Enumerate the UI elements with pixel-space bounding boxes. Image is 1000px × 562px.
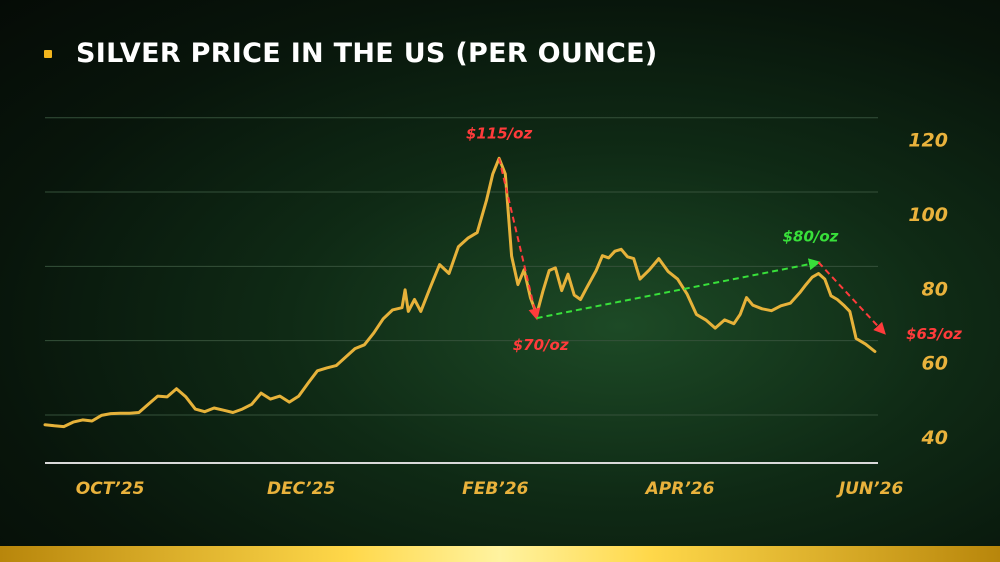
y-tick-label: 80 bbox=[922, 278, 948, 300]
x-tick-label: OCT’25 bbox=[76, 479, 145, 499]
x-axis-ticks: OCT’25 DEC’25 FEB’26 APR’26 JUN’26 bbox=[76, 479, 904, 499]
trend-arrow-up bbox=[536, 258, 821, 320]
y-axis-ticks: 40 60 80 100 120 bbox=[908, 130, 948, 449]
x-tick-label: FEB’26 bbox=[462, 479, 528, 499]
y-tick-label: 100 bbox=[908, 204, 948, 226]
trend-arrow-down bbox=[817, 261, 886, 335]
y-tick-label: 60 bbox=[922, 353, 948, 375]
annotation-label: $63/oz bbox=[906, 325, 962, 343]
x-tick-label: DEC’25 bbox=[267, 479, 335, 499]
bullet-icon bbox=[44, 49, 52, 58]
gold-footer-bar bbox=[0, 546, 1000, 562]
chart-title: SILVER PRICE IN THE US (PER OUNCE) bbox=[76, 38, 658, 69]
annotation-label: $70/oz bbox=[513, 336, 569, 354]
annotation-label: $80/oz bbox=[783, 227, 839, 245]
x-tick-label: APR’26 bbox=[644, 479, 715, 499]
trend-arrow-down bbox=[498, 158, 541, 321]
y-tick-label: 40 bbox=[921, 427, 948, 449]
grid-lines bbox=[45, 117, 878, 416]
annotation-label: $115/oz bbox=[466, 124, 533, 142]
series-line-silver-price bbox=[43, 156, 877, 429]
y-tick-label: 120 bbox=[908, 130, 948, 152]
x-tick-label: JUN’26 bbox=[836, 479, 904, 499]
title-row: SILVER PRICE IN THE US (PER OUNCE) bbox=[44, 38, 658, 69]
annotations: $115/oz $70/oz $80/oz $63/oz bbox=[466, 124, 962, 354]
